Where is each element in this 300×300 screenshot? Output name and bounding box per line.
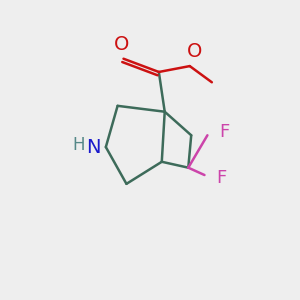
Text: O: O	[187, 42, 202, 61]
Text: H: H	[72, 136, 85, 154]
Text: N: N	[86, 138, 100, 157]
Text: F: F	[216, 169, 226, 187]
Text: F: F	[219, 123, 230, 141]
Text: O: O	[114, 35, 130, 54]
